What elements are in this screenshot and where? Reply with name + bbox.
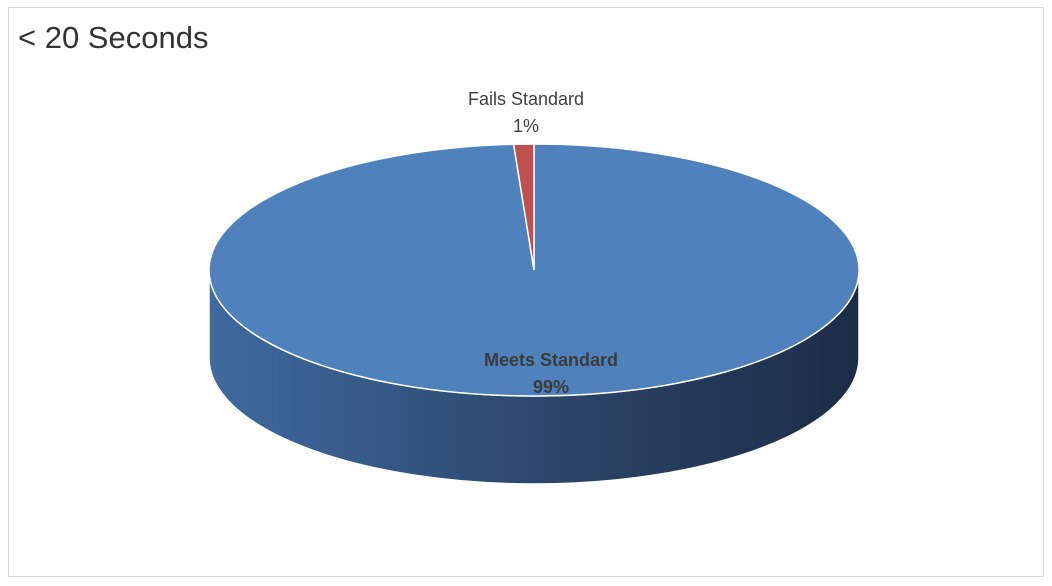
pie-slice-fails-standard [512, 143, 535, 271]
label-fails-standard-value: 1% [513, 116, 539, 136]
chart-title: < 20 Seconds [18, 20, 209, 55]
label-meets-standard-name: Meets Standard [484, 350, 618, 370]
label-meets-standard-value: 99% [533, 377, 569, 397]
label-fails-standard-name: Fails Standard [468, 89, 584, 109]
